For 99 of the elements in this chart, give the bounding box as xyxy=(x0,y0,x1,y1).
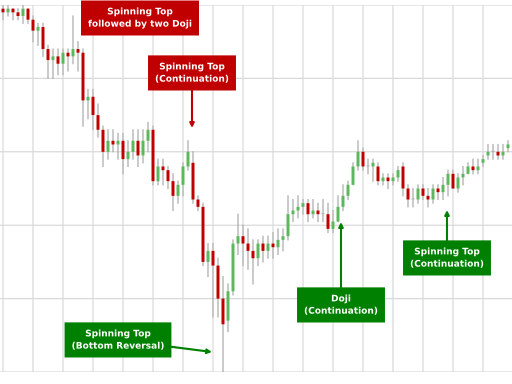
candlestick xyxy=(162,158,164,186)
candlestick xyxy=(356,140,360,171)
candlestick xyxy=(286,195,290,240)
candlestick xyxy=(352,162,354,186)
candlestick xyxy=(486,144,490,160)
candlestick xyxy=(302,198,304,215)
candlestick xyxy=(12,8,14,20)
candlestick xyxy=(236,214,240,256)
candlestick xyxy=(492,144,494,160)
candlestick xyxy=(416,184,420,204)
candlestick xyxy=(432,184,434,204)
candlestick xyxy=(502,144,504,160)
annotation: Spinning Top followed by two Doji xyxy=(88,7,192,29)
candlestick xyxy=(96,104,100,138)
candlestick xyxy=(182,162,184,196)
candlestick xyxy=(282,228,284,252)
candlestick xyxy=(62,48,64,76)
candlestick xyxy=(422,184,424,200)
candlestick xyxy=(342,184,344,212)
candlestick xyxy=(276,228,280,256)
candlestick xyxy=(52,48,54,79)
candlestick xyxy=(476,158,480,174)
candlestick xyxy=(442,176,444,200)
candlestick xyxy=(496,144,500,160)
candlestick xyxy=(366,158,370,174)
candlestick xyxy=(402,162,404,196)
candlestick xyxy=(256,239,260,266)
candlestick xyxy=(322,198,324,222)
candlestick xyxy=(16,8,20,20)
candlestick xyxy=(406,184,410,208)
candlestick xyxy=(42,22,44,57)
annotation: Spinning Top (Bottom Reversal) xyxy=(72,330,164,350)
candlestick xyxy=(86,88,90,120)
candlestick xyxy=(126,140,130,168)
candlestick xyxy=(106,129,110,160)
candlestick xyxy=(212,242,214,318)
candlestick xyxy=(36,22,40,46)
candlestick xyxy=(382,173,384,186)
candlestick xyxy=(452,170,454,190)
annotation: Doji (Continuation) xyxy=(304,294,378,315)
annotation: Spinning Top (Continuation) xyxy=(156,62,228,83)
candlestick xyxy=(46,44,50,79)
candlestick xyxy=(56,48,60,76)
candlestick xyxy=(196,195,200,212)
candlestick xyxy=(116,132,120,160)
candlestick xyxy=(362,148,364,171)
candlestick xyxy=(456,173,460,193)
candlestick xyxy=(6,5,10,17)
candlestick xyxy=(92,88,94,130)
candlestick xyxy=(392,173,394,186)
candlestick xyxy=(32,15,34,42)
candlestick xyxy=(396,166,400,182)
candlestick xyxy=(176,180,180,204)
candlestick xyxy=(316,202,320,222)
candlestick xyxy=(206,242,210,278)
candlestick xyxy=(372,158,374,182)
candlestick xyxy=(386,173,390,190)
candlestick xyxy=(266,236,270,259)
candlestick xyxy=(332,210,334,234)
candlestick xyxy=(156,158,160,186)
candlestick xyxy=(312,198,314,218)
candlestick xyxy=(166,166,170,190)
annotation: Spinning Top (Continuation) xyxy=(410,248,484,268)
candlestick xyxy=(482,154,484,168)
candlestick xyxy=(246,228,250,270)
candlestick xyxy=(172,173,174,212)
candlestick xyxy=(102,126,104,168)
candlestick xyxy=(326,202,330,234)
candlestick xyxy=(262,236,264,262)
candlestick xyxy=(26,8,30,24)
candlestick xyxy=(346,180,350,200)
candlestick xyxy=(436,184,440,200)
candlestick xyxy=(66,48,70,72)
candlestick xyxy=(272,232,274,259)
candlestick xyxy=(506,140,510,152)
candlestick xyxy=(136,129,140,168)
candlestick xyxy=(466,162,470,174)
candlestick xyxy=(426,188,430,208)
candlestick xyxy=(412,188,414,208)
candlestick xyxy=(122,132,124,174)
candlestick xyxy=(22,5,24,24)
candlestick xyxy=(132,129,134,160)
candlestick xyxy=(242,224,244,266)
candlestick xyxy=(146,122,150,152)
candlestick xyxy=(376,162,380,186)
candlestick xyxy=(142,129,144,164)
candlestick xyxy=(2,5,4,20)
candlestick xyxy=(292,198,294,222)
candlestick xyxy=(306,198,310,222)
candlestick xyxy=(72,15,74,64)
candlestick xyxy=(446,170,450,196)
candlestick xyxy=(472,158,474,174)
candlestick xyxy=(252,239,254,284)
candlestick xyxy=(186,140,190,171)
candlestick xyxy=(462,166,464,186)
candlestick xyxy=(76,41,80,72)
candlestick xyxy=(296,195,300,218)
candlestick xyxy=(112,129,114,152)
candlestick xyxy=(336,195,340,222)
